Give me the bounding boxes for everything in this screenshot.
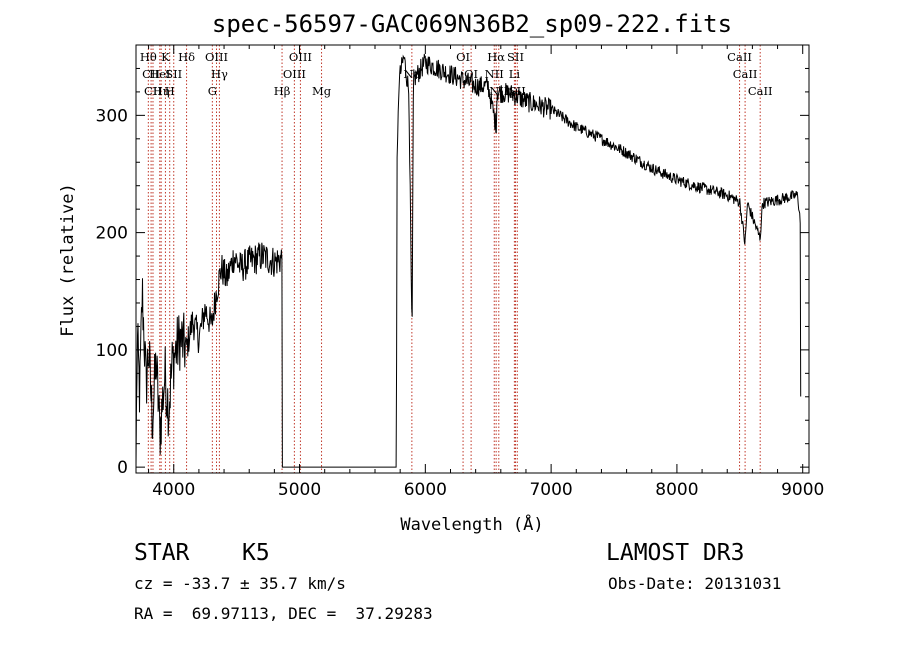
spectrum-line: [135, 53, 802, 468]
radec-text: RA = 69.97113, DEC = 37.29283: [134, 604, 433, 623]
chart-title: spec-56597-GAC069N36B2_sp09-222.fits: [212, 10, 732, 38]
line-label: Mg: [312, 84, 332, 98]
line-label: G: [208, 84, 217, 98]
line-label: CaII: [727, 50, 752, 64]
line-label: SII: [507, 50, 524, 64]
line-label: NII: [485, 67, 504, 81]
line-label: OI: [456, 50, 470, 64]
line-label: CII: [142, 67, 160, 81]
y-tick-label: 200: [96, 224, 128, 244]
line-label: Hα: [487, 50, 505, 64]
line-label: Li: [509, 67, 521, 81]
plot-frame: [135, 44, 810, 474]
line-label: HeI: [149, 67, 170, 81]
line-label: OIII: [283, 67, 306, 81]
line-label: CaII: [733, 67, 758, 81]
line-label: Hγ: [211, 67, 228, 81]
x-axis: 4000 5000 6000 7000 8000 9000: [148, 45, 824, 500]
line-label: OIII: [205, 50, 228, 64]
class-label: STAR: [134, 540, 190, 566]
line-label: Hβ: [274, 84, 291, 98]
x-tick-label: 7000: [529, 480, 572, 500]
line-label: Hδ: [178, 50, 195, 64]
line-label: OIII: [289, 50, 312, 64]
y-axis-label: Flux (relative): [58, 183, 78, 337]
y-tick-label: 0: [117, 458, 128, 478]
x-tick-label: 9000: [781, 480, 824, 500]
y-tick-label: 100: [96, 341, 128, 361]
line-label: CaII: [748, 84, 773, 98]
cz-text: cz = -33.7 ± 35.7 km/s: [134, 574, 346, 593]
line-label: SII: [165, 67, 182, 81]
spectrum-chart: spec-56597-GAC069N36B2_sp09-222.fits Hθ C…: [58, 10, 824, 535]
y-tick-label: 300: [96, 106, 128, 126]
line-label: K: [161, 50, 170, 64]
obs-date-text: Obs-Date: 20131031: [608, 574, 782, 593]
x-tick-label: 5000: [278, 480, 321, 500]
y-axis: 0 100 200 300: [96, 67, 809, 478]
x-tick-label: 6000: [404, 480, 447, 500]
x-tick-label: 4000: [152, 480, 195, 500]
line-label: H: [165, 84, 175, 98]
x-axis-label: Wavelength (Å): [400, 513, 543, 535]
survey-label: LAMOST DR3: [606, 540, 745, 566]
line-label: Hη: [153, 84, 170, 98]
line-label: Hθ: [140, 50, 157, 64]
x-tick-label: 8000: [655, 480, 698, 500]
line-label: CII: [144, 84, 162, 98]
subclass-label: K5: [242, 540, 270, 566]
